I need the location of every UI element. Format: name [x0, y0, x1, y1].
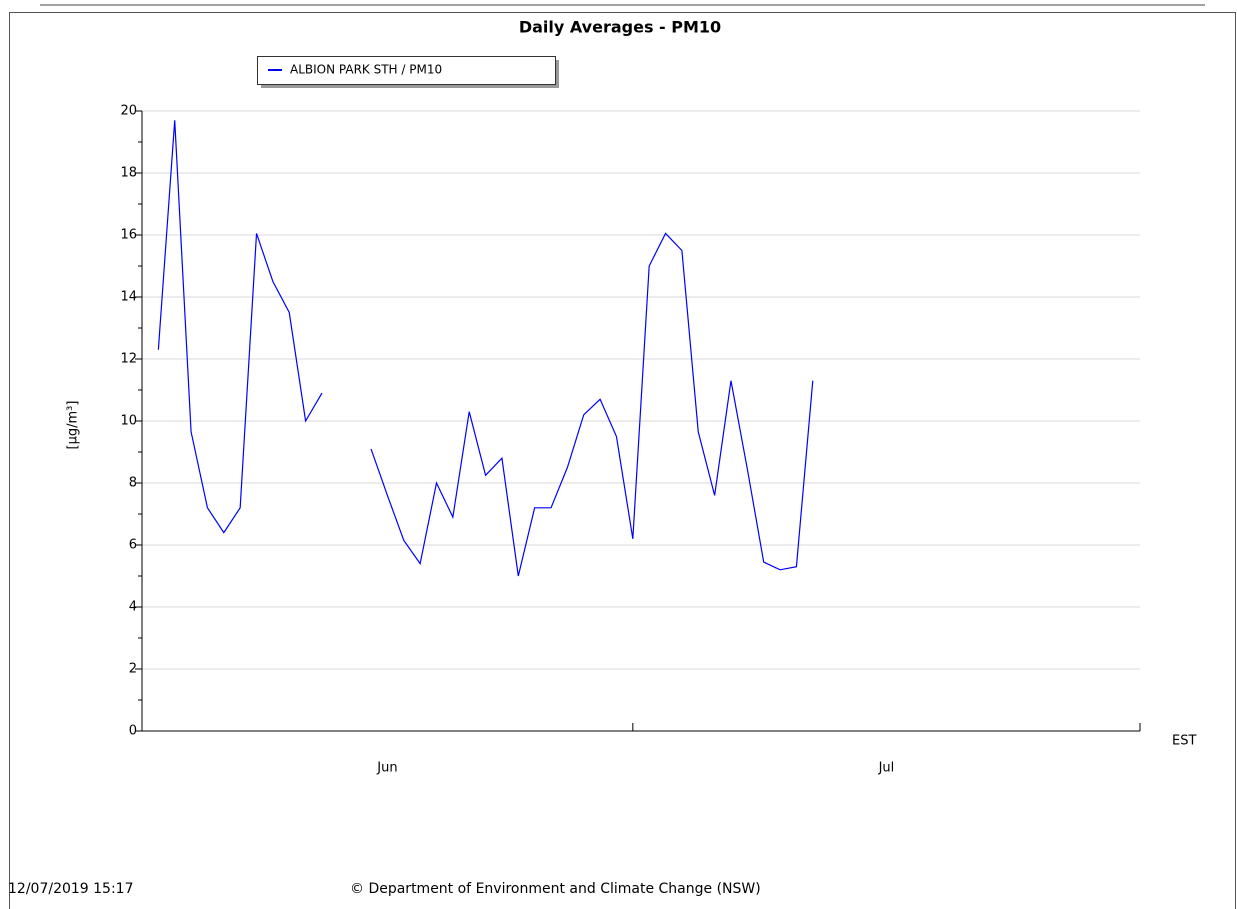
y-tick-label: 8 [129, 476, 137, 491]
y-tick-label: 10 [120, 414, 137, 429]
chart-title: Daily Averages - PM10 [519, 18, 721, 37]
y-tick-label: 18 [120, 166, 137, 181]
x-unit-label: EST [1172, 734, 1196, 749]
y-tick-label: 16 [120, 228, 137, 243]
y-tick-label: 20 [120, 104, 137, 119]
y-tick-label: 14 [120, 290, 137, 305]
x-month-label: Jul [878, 761, 895, 776]
y-tick-label: 2 [129, 662, 137, 677]
y-tick-label: 6 [129, 538, 137, 553]
timestamp: 12/07/2019 15:17 [8, 881, 134, 897]
frame [9, 12, 1236, 909]
x-month-label: Jun [376, 761, 397, 776]
legend-label: ALBION PARK STH / PM10 [290, 63, 442, 77]
legend-box [257, 56, 556, 85]
credit: © Department of Environment and Climate … [350, 881, 761, 897]
y-tick-label: 12 [120, 352, 137, 367]
y-tick-label: 4 [129, 600, 137, 615]
y-tick-label: 0 [129, 724, 137, 739]
y-axis-label: [µg/m³] [66, 401, 81, 450]
data-line [157, 120, 814, 577]
